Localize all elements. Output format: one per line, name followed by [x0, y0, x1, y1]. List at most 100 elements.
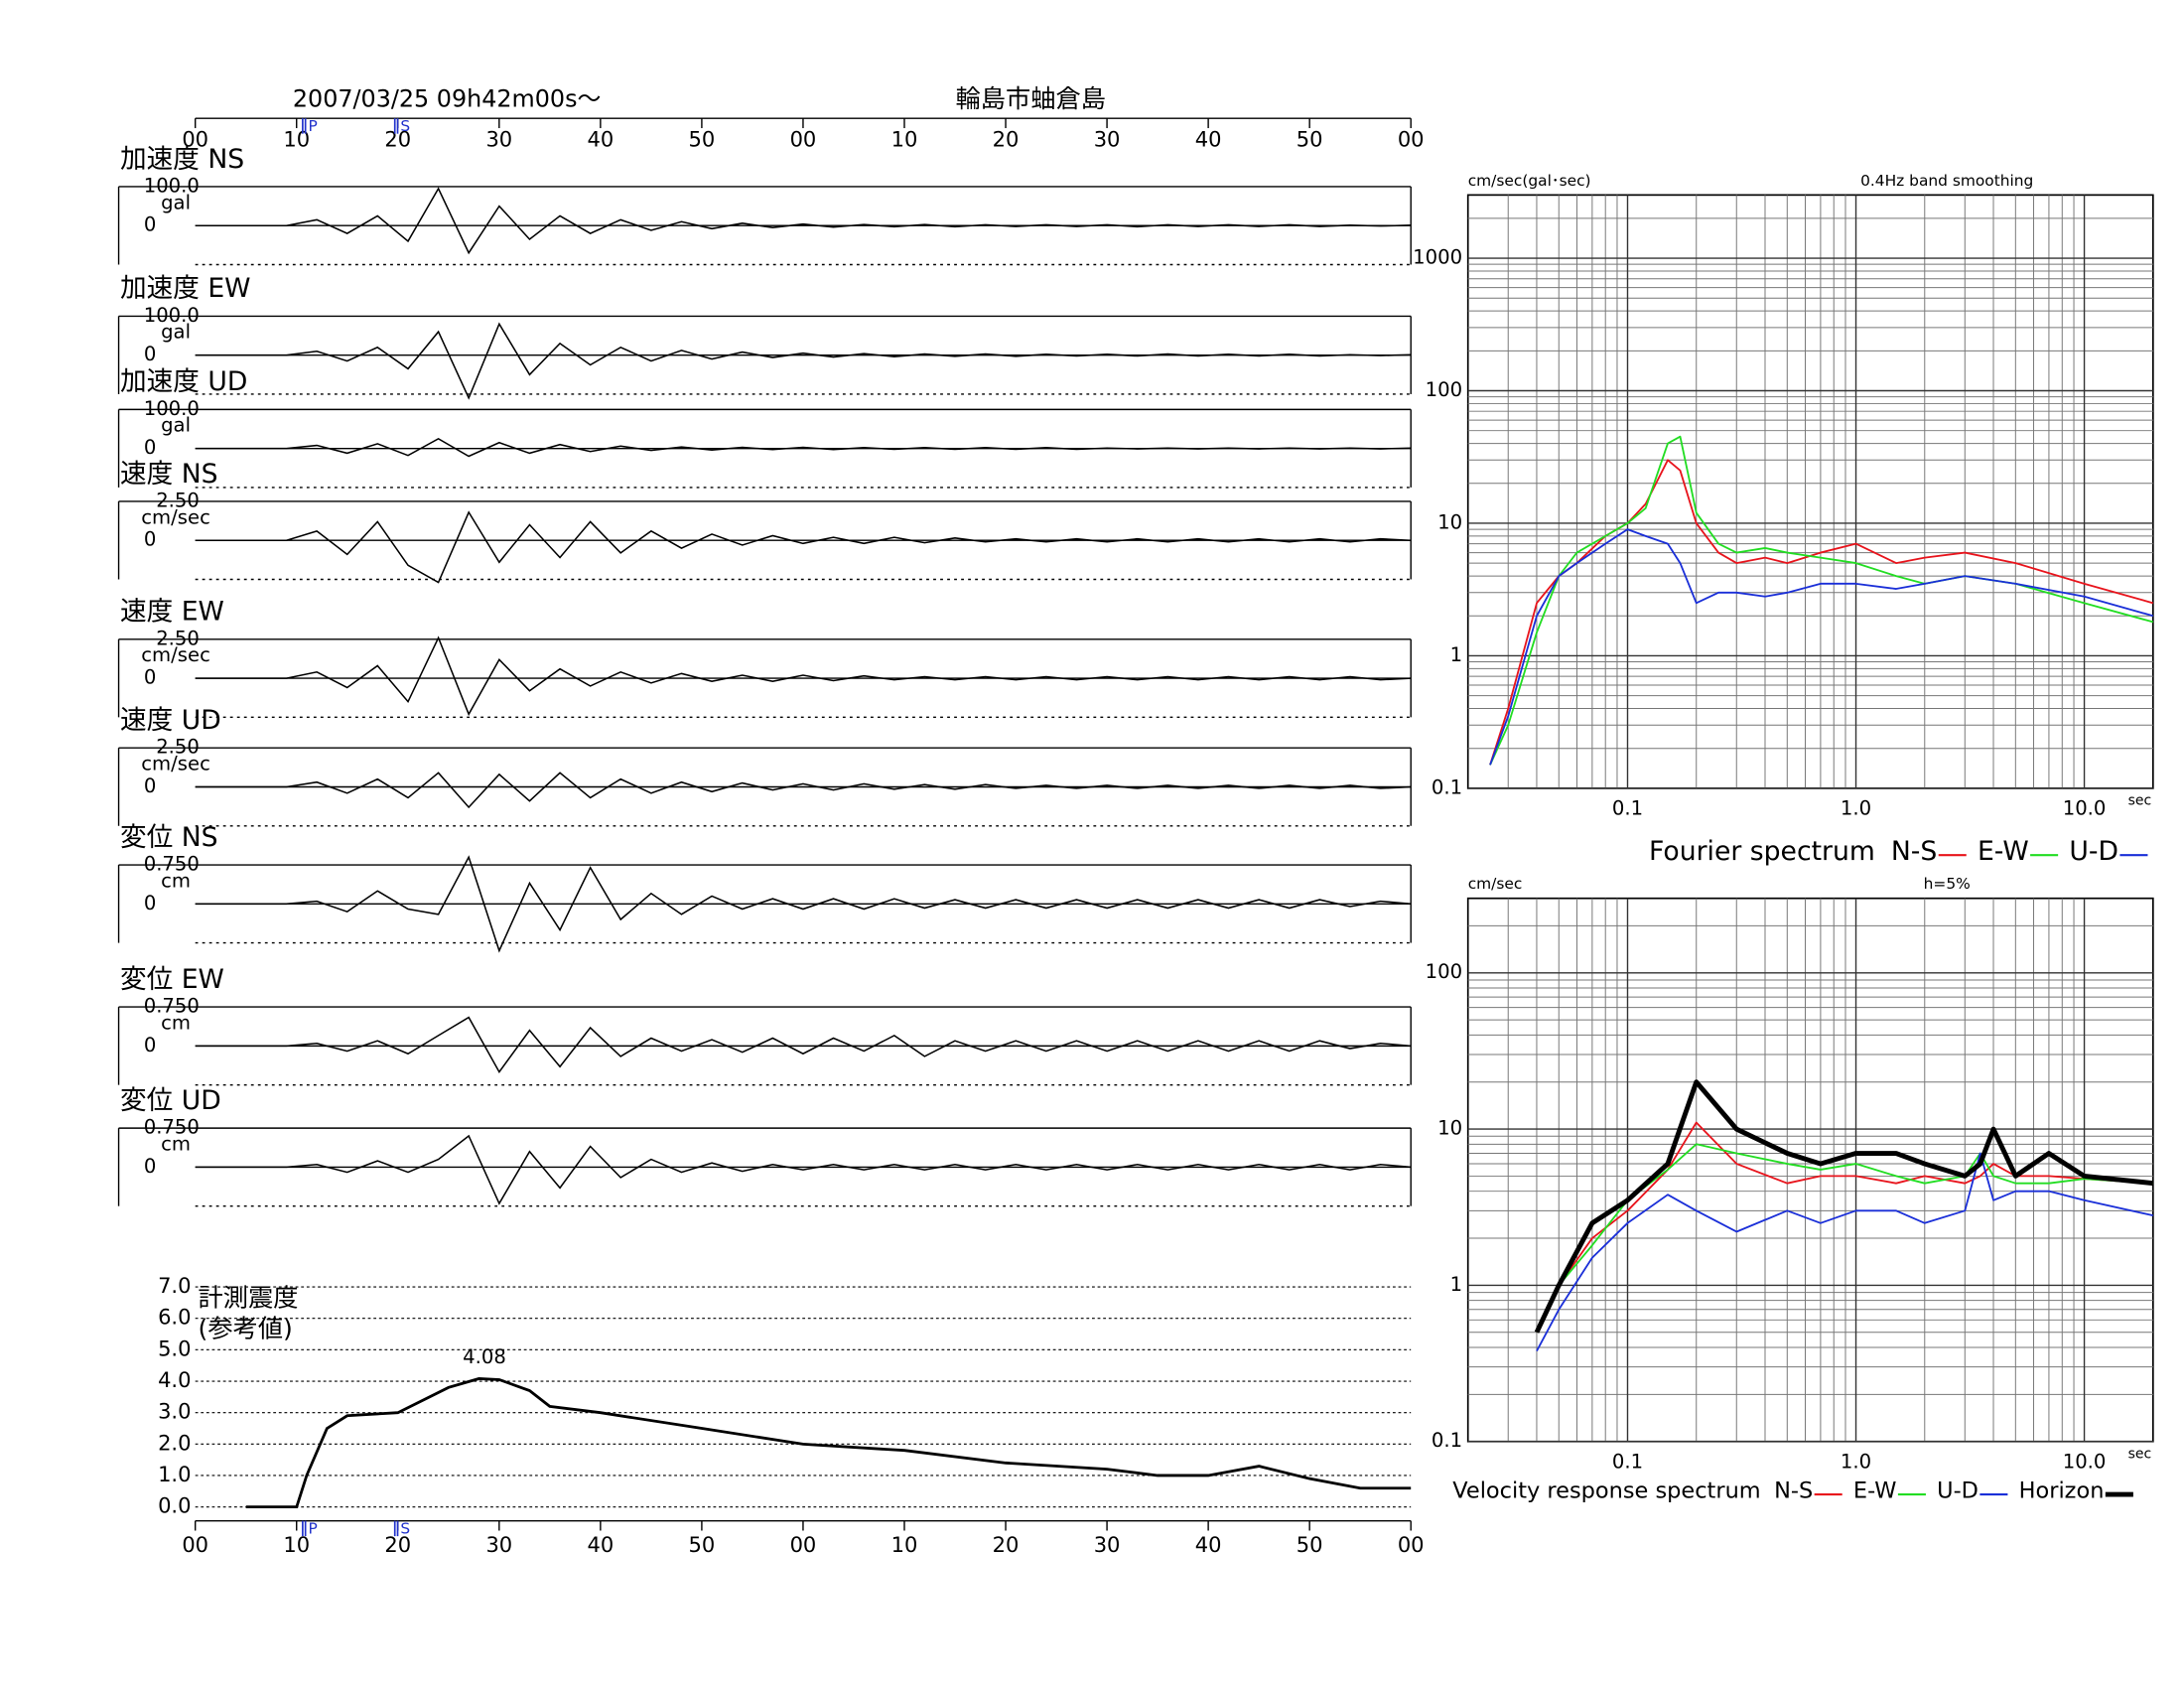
plot-frame	[1466, 194, 2154, 789]
x-tick-label: 0.1	[1612, 1450, 1643, 1473]
waveform-trace	[195, 322, 1412, 400]
trace-unit: cm	[161, 1132, 191, 1155]
y-tick-label: 10	[1437, 510, 1462, 533]
spectrum-line	[1534, 1079, 2154, 1334]
y-tick-label: 0.1	[1432, 775, 1462, 798]
trace-unit: cm	[161, 869, 191, 892]
trace-name: 速度 NS	[120, 459, 218, 490]
x-tick-label: 10	[891, 1532, 918, 1557]
spectrum-line	[1489, 459, 2154, 766]
x-tick-label: 10.0	[2063, 796, 2107, 819]
x-tick-label: 40	[587, 127, 614, 152]
trace-unit: cm/sec	[141, 643, 210, 666]
trace-unit: cm	[161, 1011, 191, 1034]
x-tick-label: 50	[1297, 1532, 1323, 1557]
trace-name: 変位 NS	[120, 822, 218, 853]
x-tick-label: 50	[1297, 127, 1323, 152]
trace-unit: gal	[161, 321, 191, 344]
legend-label: N-S	[1891, 836, 1937, 867]
y-tick-label: 5.0	[158, 1336, 191, 1360]
y-tick-label: 2.50	[156, 736, 200, 759]
waveform-trace	[195, 187, 1412, 255]
waveform-trace	[195, 437, 1412, 458]
y-tick-label: 1	[1450, 643, 1463, 666]
y-tick-label: 2.50	[156, 489, 200, 511]
trace-unit: gal	[161, 191, 191, 213]
legend-title: Velocity response spectrum	[1452, 1478, 1760, 1504]
y-tick-label: 0	[144, 892, 157, 914]
x-tick-label: 00	[790, 1532, 817, 1557]
x-tick-label: 40	[1195, 1532, 1222, 1557]
x-axis-label: sec	[2128, 793, 2152, 809]
y-tick-label: 10	[1437, 1117, 1462, 1140]
x-tick-label: 20	[993, 127, 1020, 152]
y-tick-label: 0.1	[1432, 1429, 1462, 1452]
y-tick-label: 0	[144, 1034, 157, 1056]
x-tick-label: 1.0	[1841, 1450, 1871, 1473]
x-tick-label: 10	[891, 127, 918, 152]
y-tick-label: 1.0	[158, 1462, 191, 1486]
phase-label: S	[400, 1520, 410, 1538]
record-title: 2007/03/25 09h42m00s～	[293, 84, 601, 112]
y-tick-label: 2.50	[156, 627, 200, 649]
trace-name: 速度 UD	[120, 705, 221, 736]
x-tick-label: 50	[689, 1532, 716, 1557]
legend-label: E-W	[1853, 1478, 1897, 1504]
trace-unit: cm/sec	[141, 753, 210, 775]
y-tick-label: 100.0	[144, 304, 200, 327]
x-tick-label: 00	[1398, 127, 1425, 152]
phase-label: S	[400, 117, 410, 135]
y-tick-label: 1	[1450, 1273, 1463, 1296]
trace-name: 変位 EW	[120, 964, 224, 995]
y-tick-label: 0	[144, 436, 157, 459]
trace-unit: cm/sec	[141, 505, 210, 528]
trace-name: 速度 EW	[120, 597, 224, 628]
legend-title: Fourier spectrum	[1649, 836, 1875, 867]
waveform-trace	[195, 772, 1412, 809]
y-tick-label: 0	[144, 528, 157, 551]
trace-name: 変位 UD	[120, 1085, 221, 1116]
unit-label: cm/sec(gal･sec)	[1468, 172, 1591, 190]
legend-label: U-D	[1937, 1478, 1979, 1504]
x-tick-label: 1.0	[1841, 796, 1871, 819]
y-tick-label: 100	[1426, 960, 1462, 983]
y-tick-label: 7.0	[158, 1273, 191, 1298]
spectrum-line	[1489, 528, 2154, 766]
y-tick-label: 1000	[1413, 246, 1462, 269]
phase-label: P	[308, 117, 317, 135]
x-tick-label: 0.1	[1612, 796, 1643, 819]
intensity-line	[245, 1377, 1412, 1509]
x-tick-label: 30	[1094, 1532, 1121, 1557]
waveform-trace	[195, 1134, 1412, 1205]
waveform-trace	[195, 510, 1412, 584]
x-tick-label: 20	[993, 1532, 1020, 1557]
station-name: 輪島市蚰倉島	[956, 84, 1106, 113]
phase-label: P	[308, 1520, 317, 1538]
y-tick-label: 4.0	[158, 1367, 191, 1392]
x-tick-label: 30	[485, 127, 512, 152]
y-tick-label: 100.0	[144, 174, 200, 197]
x-tick-label: 40	[1195, 127, 1222, 152]
chart-subtitle: (参考値)	[199, 1315, 293, 1343]
legend-label: E-W	[1978, 836, 2029, 867]
max-value-label: 4.08	[463, 1345, 506, 1368]
x-tick-label: 00	[1398, 1532, 1425, 1557]
spectrum-line	[1489, 435, 2154, 766]
y-tick-label: 3.0	[158, 1399, 191, 1424]
y-tick-label: 0	[144, 666, 157, 689]
x-tick-label: 00	[182, 1532, 208, 1557]
x-tick-label: 30	[485, 1532, 512, 1557]
y-tick-label: 0	[144, 1155, 157, 1178]
trace-unit: gal	[161, 414, 191, 437]
y-tick-label: 0.750	[144, 995, 200, 1018]
legend-label: N-S	[1774, 1478, 1813, 1504]
y-tick-label: 0	[144, 213, 157, 236]
x-tick-label: 30	[1094, 127, 1121, 152]
x-tick-label: 00	[790, 127, 817, 152]
y-tick-label: 0	[144, 343, 157, 365]
legend-label: U-D	[2069, 836, 2118, 867]
note: 0.4Hz band smoothing	[1860, 172, 2033, 190]
